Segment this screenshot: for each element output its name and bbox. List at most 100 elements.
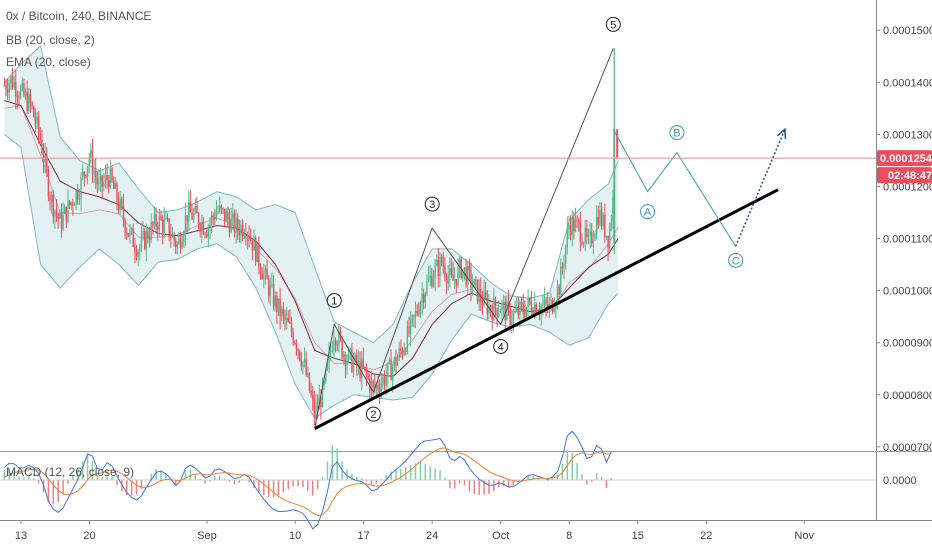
candle-body (285, 318, 288, 320)
candle-body (321, 381, 324, 407)
candle-body (90, 150, 92, 158)
candle-body (385, 375, 387, 386)
candle-body (597, 216, 599, 225)
candle-body (26, 92, 28, 111)
candle-body (281, 309, 283, 317)
candle-body (111, 168, 113, 181)
candle-body (419, 302, 422, 315)
bb-legend[interactable]: BB (20, close, 2) (6, 33, 95, 47)
candle-body (545, 299, 547, 305)
candle-body (429, 275, 431, 279)
candle-body (484, 291, 487, 298)
candle-body (181, 242, 183, 248)
candle-body (170, 236, 172, 238)
candle-body (313, 399, 316, 418)
candle-body (254, 237, 257, 262)
wave-label-circle (326, 292, 342, 308)
wave-label-2: 2 (370, 409, 376, 421)
candle-body (103, 181, 105, 187)
candle-body (584, 228, 586, 244)
candle-body (329, 351, 332, 353)
candle-body (121, 198, 123, 206)
candle-body (263, 272, 265, 280)
candle-body (8, 83, 10, 93)
candle-body (86, 166, 89, 177)
bar-countdown: 02:48:47 (888, 170, 932, 182)
candle-body (589, 231, 591, 236)
candle-body (295, 342, 298, 350)
candle-body (176, 244, 179, 248)
candle-body (382, 376, 384, 384)
candle-body (533, 304, 536, 316)
candle-body (563, 263, 565, 268)
candle-body (525, 306, 528, 317)
candle-body (439, 256, 441, 277)
candle-body (130, 228, 133, 230)
candle-body (248, 234, 250, 240)
candle-body (388, 359, 391, 363)
time-tick-label: 20 (83, 530, 95, 542)
candle-body (160, 215, 162, 221)
candle-body (553, 308, 555, 312)
candle-body (532, 311, 534, 316)
candle-body (400, 348, 402, 351)
proj-label-circle (728, 252, 744, 268)
candle-body (54, 210, 56, 217)
candle-body (50, 194, 53, 202)
candle-body (217, 211, 219, 213)
impulse-wave-path (314, 48, 614, 429)
candle-body (264, 268, 267, 273)
candle-body (506, 301, 508, 321)
candle-body (550, 299, 552, 305)
time-tick-label: 8 (566, 530, 572, 542)
candle-body (246, 234, 249, 238)
candle-body (253, 237, 255, 251)
candle-body (147, 231, 149, 240)
candle-body (409, 317, 412, 334)
candle-body (468, 265, 471, 271)
candle-body (374, 384, 376, 389)
candle-body (543, 299, 546, 305)
candle-body (499, 311, 502, 313)
candle-body (117, 201, 120, 210)
candle-body (289, 322, 291, 324)
candle-body (10, 76, 12, 84)
candle-body (3, 84, 6, 86)
candle-body (582, 243, 585, 245)
candle-body (64, 206, 66, 214)
candle-body (357, 360, 360, 366)
candle-body (489, 305, 492, 312)
candle-body (204, 233, 206, 235)
candle-body (209, 223, 211, 228)
candle-body (85, 175, 87, 177)
candle-body (153, 214, 156, 226)
candle-body (39, 132, 41, 140)
candle-body (406, 326, 409, 352)
candle-body (574, 219, 577, 232)
candle-body (569, 225, 572, 235)
candle-body (65, 206, 68, 222)
proj-label-A: A (644, 207, 652, 219)
candle-body (174, 240, 177, 248)
candle-body (573, 217, 575, 232)
time-tick-label: Nov (794, 530, 814, 542)
candle-body (473, 279, 475, 287)
candle-body (333, 340, 335, 351)
candle-body (127, 233, 130, 237)
candle-body (165, 218, 167, 220)
candle-body (287, 318, 289, 323)
candle-body (302, 362, 304, 367)
symbol-legend[interactable]: 0x / Bitcoin, 240, BINANCE (6, 9, 151, 23)
macd-zero-label: 0.0000 (883, 475, 917, 487)
ema-legend[interactable]: EMA (20, close) (6, 55, 91, 69)
macd-legend[interactable]: MACD (12, 26, close, 9) (6, 465, 134, 479)
candle-body (207, 227, 210, 237)
projection-arrow-line (734, 128, 786, 247)
candle-body (157, 226, 159, 230)
candle-body (351, 348, 353, 372)
candle-body (502, 302, 505, 304)
candle-body (34, 117, 37, 124)
wave-label-5: 5 (610, 19, 616, 31)
